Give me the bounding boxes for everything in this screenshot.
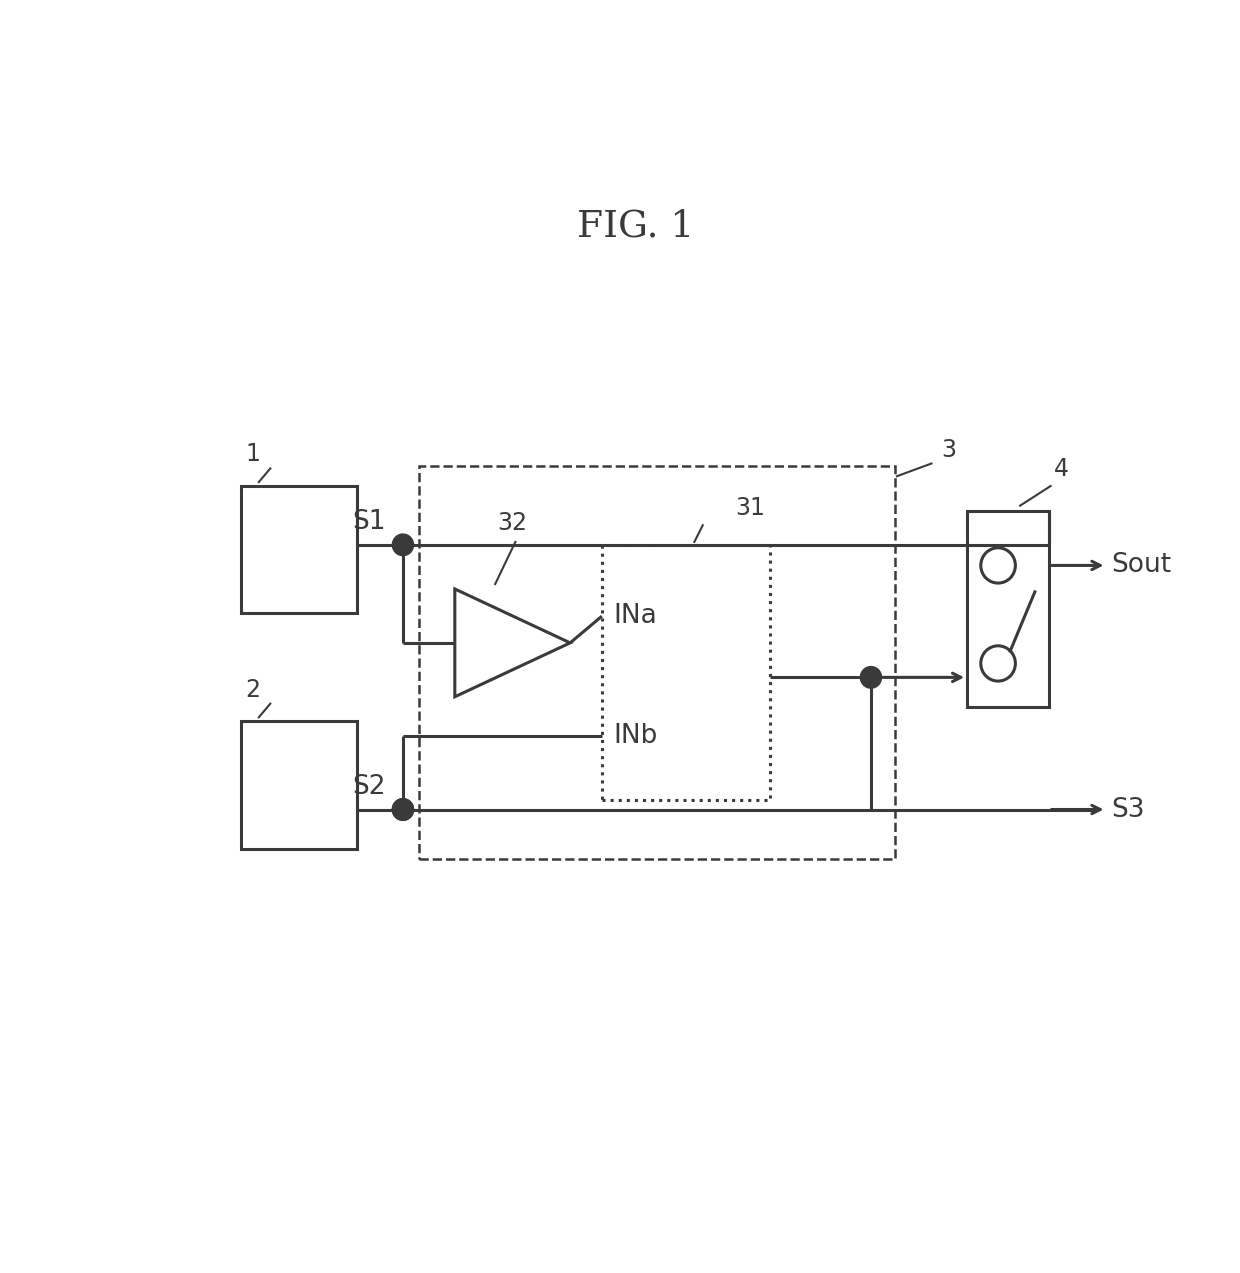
Text: 4: 4 <box>1054 457 1069 481</box>
Text: 3: 3 <box>941 438 956 462</box>
Text: Sout: Sout <box>1111 552 1172 578</box>
Text: FIG. 1: FIG. 1 <box>577 209 694 244</box>
Text: INb: INb <box>614 723 657 749</box>
Text: S2: S2 <box>352 774 386 799</box>
Circle shape <box>392 798 413 820</box>
Bar <box>967 510 1049 707</box>
Text: 31: 31 <box>735 496 765 521</box>
Circle shape <box>392 798 413 820</box>
Text: 32: 32 <box>497 510 527 535</box>
Circle shape <box>861 667 882 689</box>
Circle shape <box>392 535 413 555</box>
Polygon shape <box>455 589 570 696</box>
Text: S1: S1 <box>352 509 386 535</box>
Text: 2: 2 <box>246 677 260 701</box>
Text: INa: INa <box>614 603 657 629</box>
Bar <box>601 545 770 799</box>
Text: S3: S3 <box>1111 797 1145 822</box>
Bar <box>242 722 357 849</box>
Bar <box>419 466 895 858</box>
Circle shape <box>981 645 1016 681</box>
Circle shape <box>981 547 1016 583</box>
Bar <box>242 486 357 614</box>
Text: 1: 1 <box>246 443 260 466</box>
